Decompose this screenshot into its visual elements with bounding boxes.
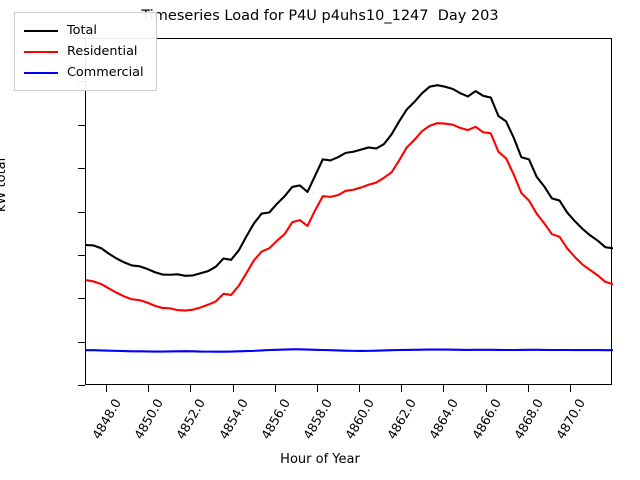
x-tick-mark <box>106 385 108 392</box>
y-tick-mark <box>78 168 85 170</box>
x-axis-label: Hour of Year <box>280 452 360 467</box>
y-tick-mark <box>78 298 85 300</box>
x-tick-label: 4870.0 <box>552 396 588 442</box>
x-tick-mark <box>569 385 571 392</box>
x-tick-label: 4848.0 <box>89 396 125 442</box>
x-tick-mark <box>316 385 318 392</box>
legend-label: Residential <box>67 44 138 59</box>
y-tick-mark <box>78 385 85 387</box>
x-tick-label: 4858.0 <box>299 396 335 442</box>
y-tick-mark <box>78 341 85 343</box>
x-tick-label: 4852.0 <box>173 396 209 442</box>
series-line-total <box>86 84 613 277</box>
series-line-commercial <box>86 348 613 353</box>
legend-item-commercial[interactable]: Commercial <box>24 62 144 83</box>
x-tick-mark <box>274 385 276 392</box>
y-tick-mark <box>78 254 85 256</box>
legend-label: Total <box>67 23 97 38</box>
x-tick-mark <box>485 385 487 392</box>
x-tick-label: 4856.0 <box>257 396 293 442</box>
legend-item-residential[interactable]: Residential <box>24 41 144 62</box>
x-tick-label: 4862.0 <box>384 396 420 442</box>
x-tick-mark <box>148 385 150 392</box>
x-tick-label: 4854.0 <box>215 396 251 442</box>
x-tick-mark <box>443 385 445 392</box>
plot-area <box>85 38 613 385</box>
y-tick-mark <box>78 124 85 126</box>
series-line-residential <box>86 122 613 312</box>
y-axis-label: kW total <box>0 157 9 212</box>
legend-swatch-icon <box>24 71 58 74</box>
legend-swatch-icon <box>24 29 58 32</box>
x-tick-mark <box>401 385 403 392</box>
x-tick-label: 4850.0 <box>131 396 167 442</box>
x-tick-mark <box>527 385 529 392</box>
x-tick-label: 4866.0 <box>468 396 504 442</box>
x-tick-label: 4864.0 <box>426 396 462 442</box>
chart-legend: Total Residential Commercial <box>14 12 157 91</box>
y-tick-mark <box>78 211 85 213</box>
series-canvas <box>86 84 613 353</box>
x-tick-mark <box>190 385 192 392</box>
x-tick-mark <box>359 385 361 392</box>
x-tick-label: 4868.0 <box>510 396 546 442</box>
chart-title: Timeseries Load for P4U p4uhs10_1247 Day… <box>141 8 499 24</box>
x-tick-label: 4860.0 <box>341 396 378 442</box>
legend-item-total[interactable]: Total <box>24 20 144 41</box>
legend-swatch-icon <box>24 50 58 53</box>
x-tick-mark <box>232 385 234 392</box>
legend-label: Commercial <box>67 65 144 80</box>
